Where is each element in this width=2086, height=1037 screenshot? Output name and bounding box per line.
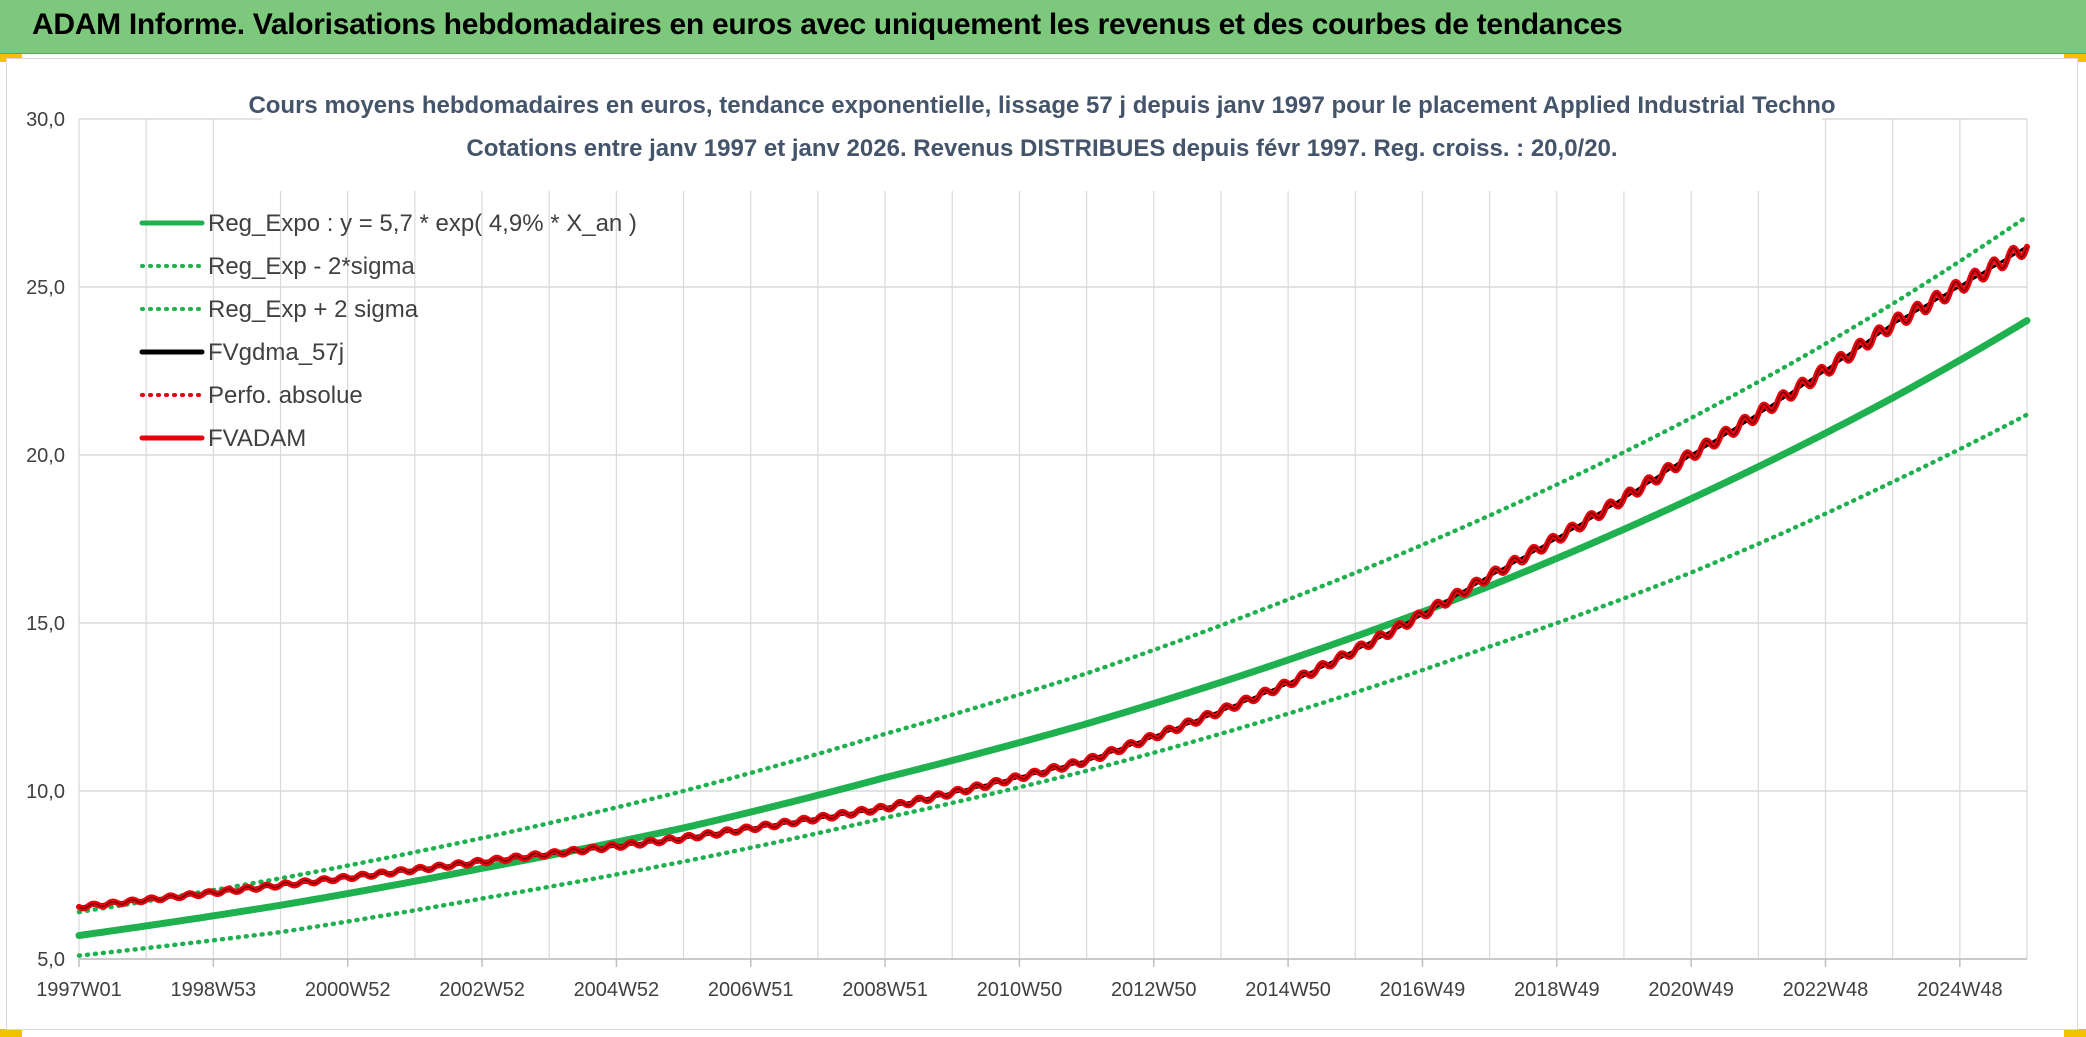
y-tick-label: 25,0 [26,277,65,299]
series-line-2 [76,214,2030,915]
x-tick-label: 2012W50 [1111,979,1197,1001]
x-tick-label: 2024W48 [1917,979,2003,1001]
x-tick-label: 2006W51 [708,979,794,1001]
chart-title: Cours moyens hebdomadaires en euros, ten… [248,92,1835,119]
corner-marker [0,1029,22,1037]
x-tick-label: 2008W51 [842,979,928,1001]
series-line-5 [76,243,2030,912]
axis-layer: 5,0 10,0 15,0 20,0 25,0 30,0 1997W01 1998W53 200… [26,109,2027,1001]
x-tick-label: 2020W49 [1648,979,1734,1001]
x-tick-label: 2000W52 [305,979,391,1001]
x-tick-label: 2010W50 [977,979,1063,1001]
y-tick-label: 10,0 [26,781,65,803]
series-line-1 [76,412,2030,958]
legend: Reg_Expo : y = 5,7 * exp( 4,9% * X_an ) R… [139,210,637,452]
x-tick-label: 2018W49 [1514,979,1600,1001]
report-header: ADAM Informe. Valorisations hebdomadaire… [0,0,2086,54]
legend-label: FVADAM [208,425,306,452]
legend-label: Reg_Exp + 2 sigma [208,296,419,323]
legend-label: Reg_Expo : y = 5,7 * exp( 4,9% * X_an ) [208,210,637,237]
chart-frame: 5,0 10,0 15,0 20,0 25,0 30,0 1997W01 1998W53 200… [6,58,2078,1030]
x-tick-label: 2004W52 [574,979,660,1001]
legend-label: Reg_Exp - 2*sigma [208,253,415,280]
x-tick-label: 2014W50 [1245,979,1331,1001]
y-tick-label: 20,0 [26,445,65,467]
legend-label: FVgdma_57j [208,339,344,366]
line-chart: 5,0 10,0 15,0 20,0 25,0 30,0 1997W01 1998W53 200… [26,81,2031,1001]
series-layer [75,214,2031,958]
legend-label: Perfo. absolue [208,382,363,409]
x-tick-label: 1997W01 [36,979,122,1001]
y-tick-label: 30,0 [26,109,65,131]
series-line-0 [75,317,2031,939]
title-background [262,81,1822,191]
x-tick-label: 2022W48 [1783,979,1869,1001]
y-tick-label: 15,0 [26,613,65,635]
grid-layer [78,118,2028,960]
chart-subtitle: Cotations entre janv 1997 et janv 2026. … [466,135,1617,162]
y-tick-label: 5,0 [37,949,65,971]
x-tick-label: 2016W49 [1380,979,1466,1001]
corner-marker [2064,1029,2086,1037]
x-tick-label: 2002W52 [439,979,525,1001]
x-tick-label: 1998W53 [171,979,257,1001]
series-line-3 [77,245,2029,909]
report-title: ADAM Informe. Valorisations hebdomadaire… [32,8,1623,41]
series-line-core [78,246,2028,909]
